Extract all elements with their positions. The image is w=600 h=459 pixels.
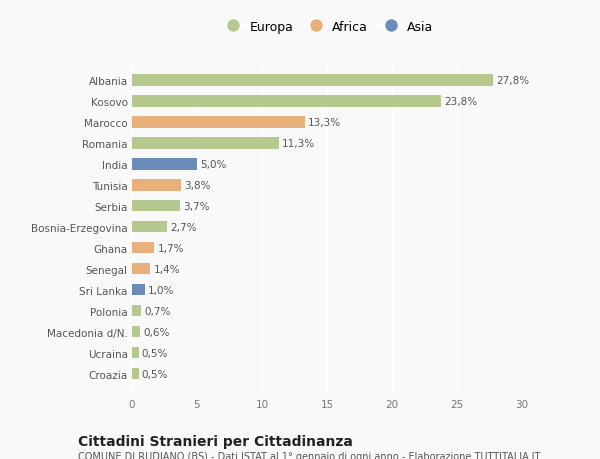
- Text: 5,0%: 5,0%: [200, 159, 227, 169]
- Text: Cittadini Stranieri per Cittadinanza: Cittadini Stranieri per Cittadinanza: [78, 434, 353, 448]
- Text: 23,8%: 23,8%: [445, 96, 478, 106]
- Text: 11,3%: 11,3%: [282, 139, 315, 148]
- Text: 1,4%: 1,4%: [154, 264, 180, 274]
- Bar: [132, 242, 154, 254]
- Text: 3,7%: 3,7%: [184, 202, 210, 211]
- Text: 2,7%: 2,7%: [170, 222, 197, 232]
- Text: 13,3%: 13,3%: [308, 118, 341, 128]
- Bar: [132, 75, 493, 86]
- Text: COMUNE DI RUDIANO (BS) - Dati ISTAT al 1° gennaio di ogni anno - Elaborazione TU: COMUNE DI RUDIANO (BS) - Dati ISTAT al 1…: [78, 451, 541, 459]
- Bar: [132, 117, 305, 128]
- Text: 27,8%: 27,8%: [497, 76, 530, 86]
- Bar: [132, 326, 140, 338]
- Bar: [132, 305, 141, 317]
- Text: 3,8%: 3,8%: [185, 180, 211, 190]
- Bar: [132, 159, 197, 170]
- Legend: Europa, Africa, Asia: Europa, Africa, Asia: [216, 16, 438, 39]
- Bar: [132, 263, 150, 275]
- Bar: [132, 347, 139, 358]
- Text: 0,5%: 0,5%: [142, 348, 168, 358]
- Text: 1,7%: 1,7%: [157, 243, 184, 253]
- Bar: [132, 284, 145, 296]
- Bar: [132, 96, 442, 107]
- Bar: [132, 179, 181, 191]
- Bar: [132, 368, 139, 380]
- Text: 0,5%: 0,5%: [142, 369, 168, 379]
- Text: 0,6%: 0,6%: [143, 327, 169, 337]
- Text: 1,0%: 1,0%: [148, 285, 175, 295]
- Bar: [132, 138, 279, 149]
- Bar: [132, 221, 167, 233]
- Bar: [132, 201, 180, 212]
- Text: 0,7%: 0,7%: [145, 306, 171, 316]
